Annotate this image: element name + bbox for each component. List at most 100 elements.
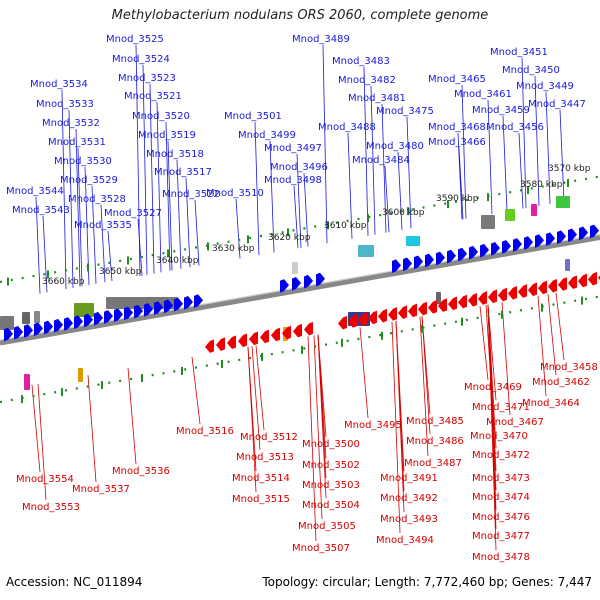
reverse-gene-arrow [578, 273, 587, 288]
forward-gene-label: Mnod_3517 [154, 167, 212, 178]
reverse-gene-arrow [558, 277, 567, 291]
forward-gene-label: Mnod_3530 [54, 156, 112, 167]
reverse-gene-arrow [518, 284, 527, 298]
forward-gene-label: Mnod_3480 [366, 141, 424, 152]
reverse-gene-arrow [528, 282, 537, 297]
forward-gene-label: Mnod_3527 [104, 208, 162, 219]
forward-leader-line [75, 128, 81, 287]
forward-gene-label: Mnod_3529 [60, 175, 118, 186]
forward-leader-line [149, 83, 155, 274]
feature-block [481, 215, 495, 229]
reverse-gene-arrow [408, 303, 417, 318]
feature-block [74, 303, 94, 317]
forward-leader-line [347, 132, 353, 239]
forward-gene-arrow [491, 242, 500, 256]
reverse-gene-label: Mnod_3471 [472, 402, 530, 413]
reverse-gene-label: Mnod_3470 [470, 431, 528, 442]
reverse-gene-arrow [478, 291, 487, 305]
reverse-gene-arrow [548, 278, 557, 293]
forward-gene-label: Mnod_3499 [238, 130, 296, 141]
scale-label: 3620 kbp [268, 233, 311, 243]
reverse-leader-line [247, 346, 257, 493]
feature-block [358, 245, 374, 257]
reverse-gene-arrow [282, 325, 291, 340]
forward-leader-line [458, 147, 464, 220]
reverse-gene-arrow [358, 312, 367, 326]
forward-gene-label: Mnod_3518 [146, 149, 204, 160]
forward-gene-label: Mnod_3523 [118, 73, 176, 84]
reverse-leader-line [313, 335, 323, 520]
forward-leader-lines [35, 44, 565, 294]
forward-gene-label: Mnod_3531 [48, 137, 106, 148]
reverse-gene-arrow [260, 329, 269, 344]
feature-block [34, 311, 40, 323]
forward-gene-arrow [134, 304, 143, 319]
reverse-gene-label: Mnod_3462 [532, 377, 590, 388]
forward-leader-line [534, 75, 540, 206]
reverse-gene-arrow [388, 307, 397, 321]
reverse-leader-line [87, 375, 97, 483]
forward-leader-line [254, 121, 260, 256]
forward-leader-line [194, 199, 200, 266]
forward-leader-line [100, 204, 106, 283]
feature-block [505, 209, 515, 221]
forward-gene-arrow [104, 310, 113, 324]
forward-gene-label: Mnod_3488 [318, 122, 376, 133]
reverse-gene-label: Mnod_3537 [72, 484, 130, 495]
forward-gene-arrow [392, 259, 401, 274]
forward-gene-arrow [194, 294, 203, 308]
reverse-leader-line [419, 316, 429, 457]
forward-leader-line [107, 230, 113, 282]
reverse-gene-arrow [428, 300, 437, 314]
forward-gene-arrow [24, 324, 33, 338]
feature-block [0, 316, 14, 330]
forward-gene-arrow [164, 299, 173, 314]
reverse-leader-line [127, 368, 137, 465]
reverse-gene-label: Mnod_3464 [522, 398, 580, 409]
forward-gene-arrow [44, 320, 53, 335]
forward-gene-arrow [124, 306, 133, 321]
genome-title: Methylobacterium nodulans ORS 2060, comp… [111, 8, 489, 23]
reverse-gene-arrow [293, 323, 302, 338]
forward-gene-label: Mnod_3532 [42, 118, 100, 129]
reverse-gene-arrow [418, 301, 427, 316]
reverse-gene-label: Mnod_3500 [302, 439, 360, 450]
reverse-gene-arrow [348, 314, 357, 328]
forward-gene-label: Mnod_3522 [162, 189, 220, 200]
forward-gene-arrow [546, 232, 555, 246]
scale-label: 3630 kbp [212, 244, 255, 254]
forward-gene-label: Mnod_3535 [74, 220, 132, 231]
reverse-gene-arrow [249, 331, 258, 346]
forward-leader-line [559, 109, 565, 202]
forward-leader-line [363, 66, 369, 236]
reverse-leader-lines [31, 292, 565, 551]
forward-leader-line [397, 151, 403, 230]
reverse-gene-label: Mnod_3495 [344, 420, 402, 431]
feature-block [406, 236, 420, 246]
forward-leader-line [322, 44, 328, 244]
forward-gene-label: Mnod_3489 [292, 34, 350, 45]
forward-gene-label: Mnod_3544 [6, 186, 64, 197]
forward-gene-label: Mnod_3497 [264, 143, 322, 154]
reverse-gene-arrow [271, 327, 280, 342]
forward-leader-line [296, 153, 302, 248]
forward-gene-label: Mnod_3459 [472, 105, 530, 116]
forward-gene-arrow [535, 234, 544, 248]
forward-leader-line [303, 172, 309, 247]
reverse-gene-label: Mnod_3487 [404, 458, 462, 469]
reverse-leader-line [191, 356, 201, 425]
reverse-gene-label: Mnod_3553 [22, 502, 80, 513]
forward-leader-line [185, 177, 191, 268]
reverse-gene-label: Mnod_3474 [472, 492, 530, 503]
reverse-gene-arrow [458, 294, 467, 309]
upper-scale-line [0, 175, 600, 284]
reverse-gene-label: Mnod_3536 [112, 466, 170, 477]
forward-leader-line [487, 99, 493, 215]
reverse-gene-arrow [304, 321, 313, 336]
forward-gene-arrow [458, 247, 467, 262]
forward-gene-arrow [557, 230, 566, 244]
genome-backbone [0, 234, 600, 346]
reverse-leader-line [395, 320, 405, 513]
forward-gene-arrow [74, 315, 83, 329]
